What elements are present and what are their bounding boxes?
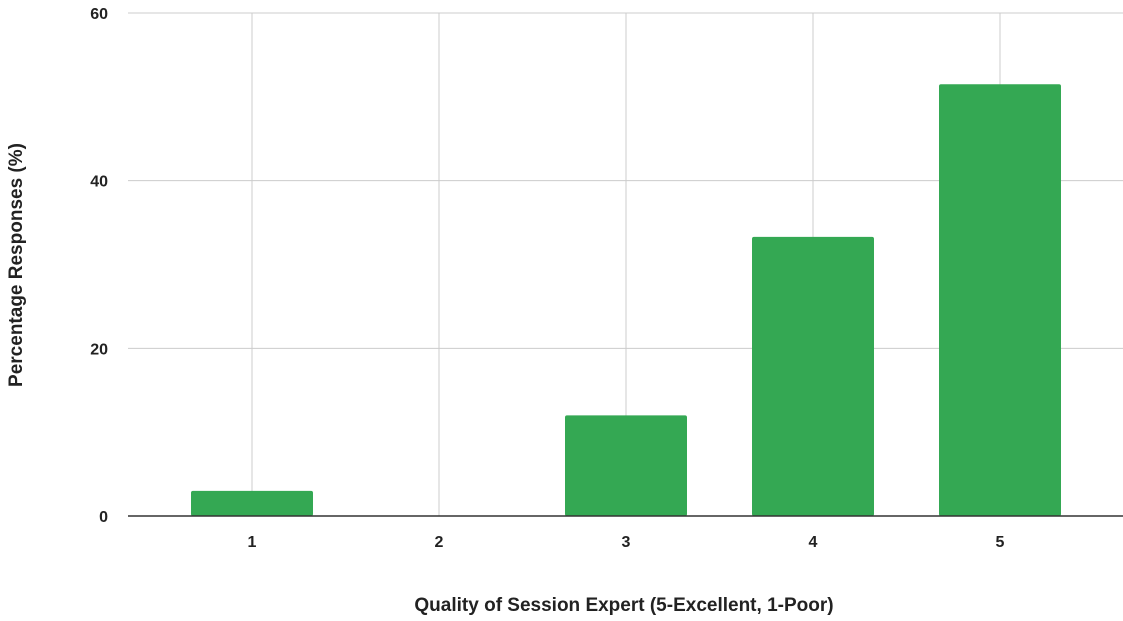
x-tick-label: 1 — [248, 534, 257, 551]
bar-4 — [752, 236, 874, 516]
y-tick-label: 20 — [90, 341, 108, 358]
x-tick-label: 4 — [809, 534, 818, 551]
x-tick-label: 2 — [435, 534, 444, 551]
x-axis-title: Quality of Session Expert (5-Excellent, … — [414, 595, 833, 616]
bar-5 — [939, 84, 1061, 516]
x-tick-label: 3 — [622, 534, 631, 551]
y-tick-label: 40 — [90, 174, 108, 191]
bar-3 — [565, 415, 687, 516]
y-axis-ticks: 0 20 40 60 — [90, 6, 108, 526]
y-axis-title: Percentage Responses (%) — [6, 143, 27, 387]
y-tick-label: 0 — [99, 509, 108, 526]
y-tick-label: 60 — [90, 6, 108, 23]
bar-1 — [191, 490, 313, 516]
bars — [191, 84, 1061, 516]
x-axis-ticks: 1 2 3 4 5 — [248, 534, 1005, 551]
x-tick-label: 5 — [996, 534, 1005, 551]
